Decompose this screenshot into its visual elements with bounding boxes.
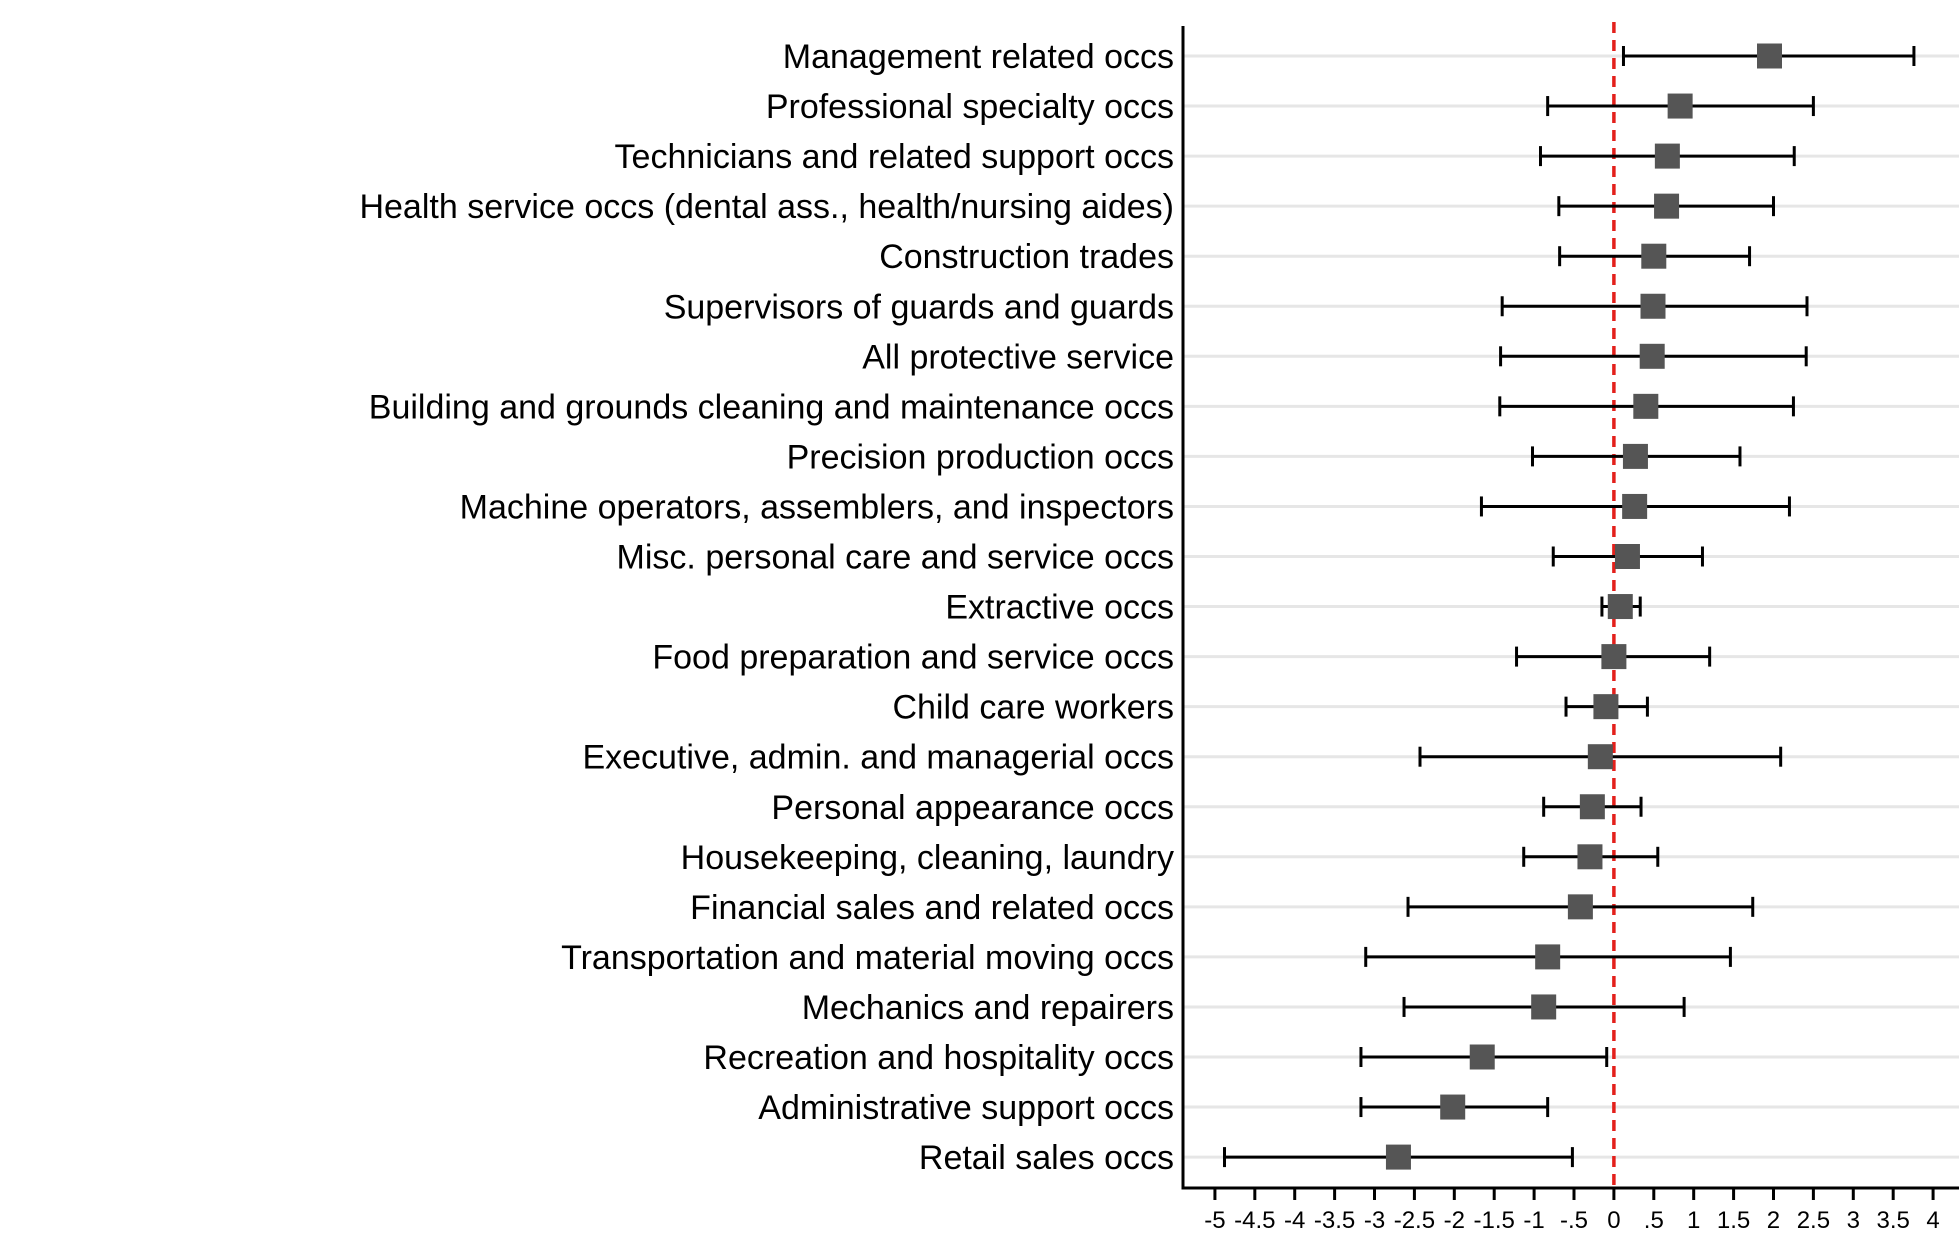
category-label: Administrative support occs <box>758 1089 1174 1127</box>
x-tick-label: 0 <box>1607 1207 1620 1234</box>
category-label: Executive, admin. and managerial occs <box>582 739 1174 777</box>
grid-layer <box>1183 54 1959 1159</box>
x-tick-label: 2 <box>1767 1207 1780 1234</box>
x-tick-label: -2 <box>1444 1207 1465 1234</box>
x-tick-label: 3.5 <box>1876 1207 1909 1234</box>
estimate-marker <box>1622 493 1648 519</box>
category-label: Health service occs (dental ass., health… <box>359 188 1174 226</box>
estimate-marker <box>1593 694 1619 720</box>
estimate-marker <box>1385 1144 1411 1170</box>
estimate-marker <box>1531 994 1557 1020</box>
x-tick-label: 4 <box>1926 1207 1939 1234</box>
category-label: Management related occs <box>783 38 1174 76</box>
category-label: Retail sales occs <box>919 1139 1174 1177</box>
estimate-marker <box>1667 93 1693 119</box>
category-label: Housekeeping, cleaning, laundry <box>681 839 1174 877</box>
estimate-marker <box>1577 844 1603 870</box>
estimate-marker <box>1469 1044 1495 1070</box>
estimate-marker <box>1641 243 1667 269</box>
x-tick-label: -2.5 <box>1394 1207 1435 1234</box>
estimate-marker <box>1601 644 1627 670</box>
category-label: All protective service <box>862 338 1174 376</box>
category-label: Recreation and hospitality occs <box>703 1039 1174 1077</box>
x-tick-label: -1 <box>1523 1207 1544 1234</box>
estimate-marker <box>1567 894 1593 920</box>
estimate-marker <box>1607 594 1633 620</box>
x-tick-label: -.5 <box>1560 1207 1588 1234</box>
estimate-marker <box>1633 393 1659 419</box>
category-label: Precision production occs <box>787 438 1174 476</box>
x-tick-label: -3 <box>1364 1207 1385 1234</box>
category-label: Transportation and material moving occs <box>561 939 1174 977</box>
x-tick-label: -4 <box>1284 1207 1305 1234</box>
x-tick-label: -5 <box>1204 1207 1225 1234</box>
estimate-marker <box>1639 343 1665 369</box>
estimate-marker <box>1622 443 1648 469</box>
category-label: Financial sales and related occs <box>690 889 1174 927</box>
category-label: Child care workers <box>892 689 1174 727</box>
marker-layer <box>1385 43 1782 1170</box>
x-tick-label: 2.5 <box>1797 1207 1830 1234</box>
category-label: Misc. personal care and service occs <box>617 539 1174 577</box>
estimate-marker <box>1654 193 1680 219</box>
x-tick-label: -1.5 <box>1474 1207 1515 1234</box>
estimate-marker <box>1654 143 1680 169</box>
category-label: Professional specialty occs <box>766 88 1174 126</box>
estimate-marker <box>1535 944 1561 970</box>
estimate-marker <box>1614 544 1640 569</box>
estimate-marker <box>1440 1094 1466 1120</box>
estimate-marker <box>1587 744 1613 770</box>
category-label: Machine operators, assemblers, and inspe… <box>460 488 1174 526</box>
category-label: Construction trades <box>879 238 1174 276</box>
estimate-marker <box>1579 794 1605 820</box>
estimate-marker <box>1757 43 1782 69</box>
x-tick-label: .5 <box>1644 1207 1664 1234</box>
category-label: Personal appearance occs <box>771 789 1174 827</box>
x-tick-label: -4.5 <box>1234 1207 1275 1234</box>
category-label: Supervisors of guards and guards <box>664 288 1174 326</box>
category-label: Mechanics and repairers <box>802 989 1174 1027</box>
category-label-layer: Management related occs Professional spec… <box>359 38 1174 1177</box>
x-tick-label: -3.5 <box>1314 1207 1355 1234</box>
x-tick-label: 1 <box>1687 1207 1700 1234</box>
axis-layer: -5 -4.5 -4 -3.5 -3 -2.5 -2 -1.5 -1 -.5 0 .5 1 1.5 2 2.5… <box>1181 26 1959 1234</box>
estimate-marker <box>1640 293 1666 319</box>
category-label: Technicians and related support occs <box>615 138 1174 176</box>
x-tick-label: 1.5 <box>1717 1207 1750 1234</box>
category-label: Extractive occs <box>945 589 1174 627</box>
x-tick-label: 3 <box>1847 1207 1860 1234</box>
category-label: Food preparation and service occs <box>652 639 1174 677</box>
category-label: Building and grounds cleaning and mainte… <box>369 388 1174 426</box>
